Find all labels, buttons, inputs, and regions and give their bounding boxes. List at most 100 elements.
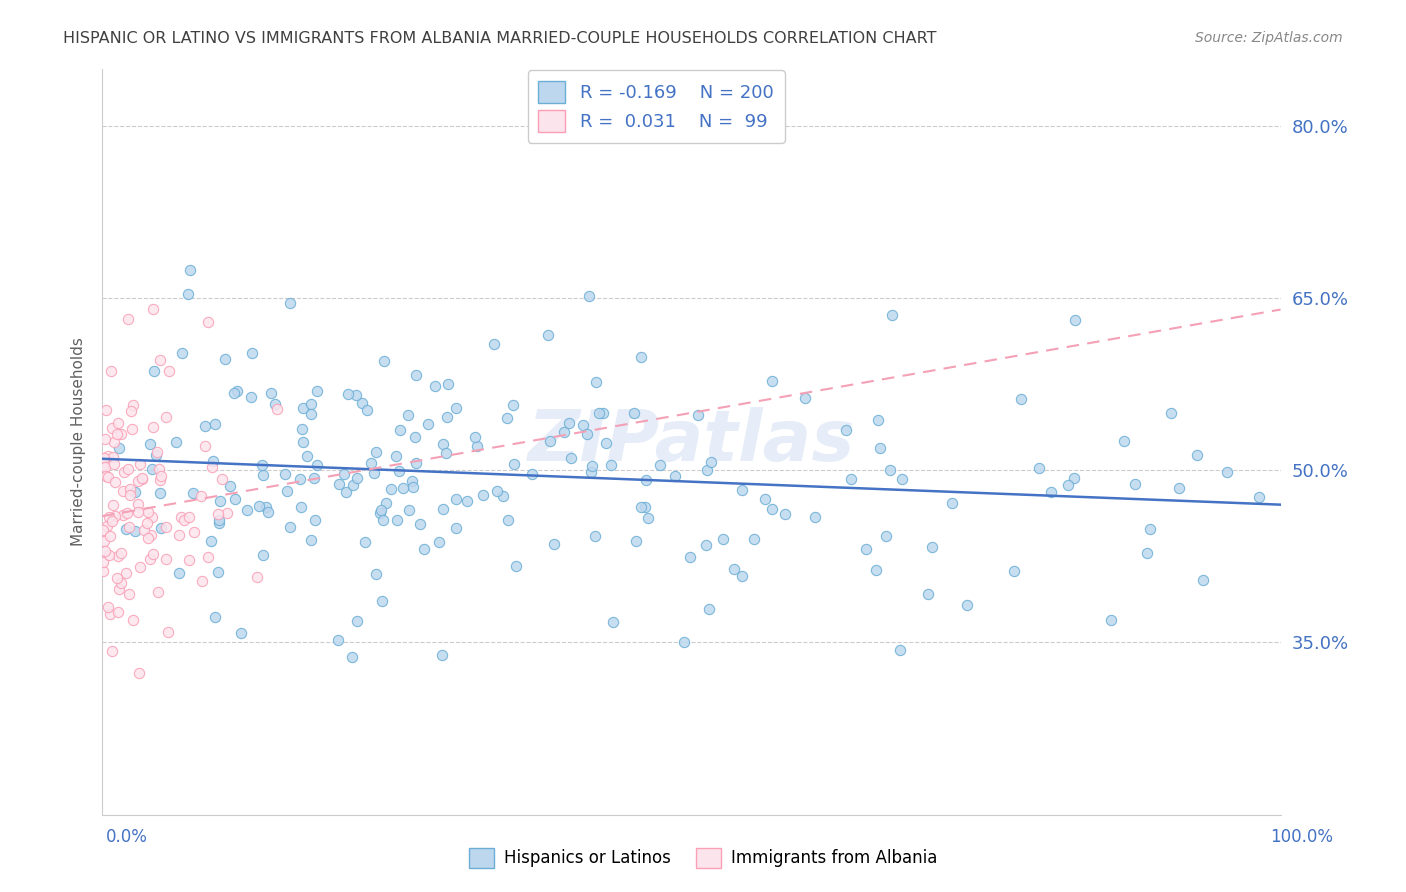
Point [131, 472, 153, 486]
Point [537, 328, 560, 343]
Point [117, 462, 139, 476]
Point [197, 315, 219, 329]
Point [105, 571, 128, 585]
Point [266, 402, 288, 417]
Point [891, 471, 914, 485]
Point [128, 559, 150, 574]
Point [432, 501, 454, 516]
Point [575, 427, 598, 442]
Point [107, 582, 129, 596]
Point [94, 469, 117, 483]
Point [93, 534, 115, 549]
Point [149, 353, 172, 368]
Point [173, 513, 195, 527]
Point [110, 576, 132, 591]
Point [602, 615, 624, 629]
Point [252, 548, 274, 562]
Point [103, 434, 125, 449]
Point [250, 458, 273, 472]
Point [1040, 485, 1063, 500]
Point [91, 564, 114, 578]
Point [247, 499, 270, 513]
Point [731, 483, 754, 497]
Point [263, 397, 285, 411]
Point [172, 346, 194, 360]
Point [252, 468, 274, 483]
Point [214, 351, 236, 366]
Point [112, 465, 135, 479]
Point [278, 295, 301, 310]
Point [231, 626, 253, 640]
Point [328, 633, 350, 648]
Point [1160, 406, 1182, 420]
Point [869, 442, 891, 456]
Point [155, 520, 177, 534]
Point [146, 584, 169, 599]
Point [664, 468, 686, 483]
Point [104, 475, 127, 489]
Point [98, 529, 121, 543]
Point [290, 500, 312, 514]
Point [1168, 481, 1191, 495]
Point [387, 513, 409, 527]
Point [121, 422, 143, 436]
Text: HISPANIC OR LATINO VS IMMIGRANTS FROM ALBANIA MARRIED-COUPLE HOUSEHOLDS CORRELAT: HISPANIC OR LATINO VS IMMIGRANTS FROM AL… [63, 31, 936, 46]
Point [333, 467, 356, 481]
Point [467, 440, 489, 454]
Point [342, 478, 364, 492]
Point [107, 605, 129, 619]
Point [105, 427, 128, 442]
Text: ZIPatlas: ZIPatlas [527, 407, 855, 476]
Point [1056, 478, 1078, 492]
Point [1028, 460, 1050, 475]
Point [731, 569, 754, 583]
Point [1135, 546, 1157, 560]
Point [170, 509, 193, 524]
Point [132, 523, 155, 537]
Point [600, 458, 623, 472]
Point [637, 511, 659, 525]
Point [360, 456, 382, 470]
Point [804, 510, 827, 524]
Point [101, 644, 124, 658]
Point [91, 555, 114, 569]
Point [583, 529, 606, 543]
Point [1010, 392, 1032, 406]
Point [366, 567, 388, 582]
Point [402, 480, 425, 494]
Point [96, 518, 118, 533]
Point [299, 407, 322, 421]
Point [839, 472, 862, 486]
Point [342, 650, 364, 665]
Point [127, 497, 149, 511]
Point [138, 437, 160, 451]
Point [101, 450, 124, 465]
Point [143, 364, 166, 378]
Point [405, 368, 427, 383]
Point [127, 474, 149, 488]
Point [208, 494, 231, 508]
Y-axis label: Married-couple Households: Married-couple Households [72, 337, 86, 546]
Point [917, 587, 939, 601]
Point [1063, 471, 1085, 485]
Point [98, 548, 121, 562]
Point [302, 471, 325, 485]
Point [290, 422, 312, 436]
Point [553, 425, 575, 439]
Point [496, 513, 519, 527]
Point [142, 547, 165, 561]
Point [396, 409, 419, 423]
Point [380, 482, 402, 496]
Point [560, 451, 582, 466]
Point [120, 403, 142, 417]
Point [299, 397, 322, 411]
Point [425, 379, 447, 393]
Point [97, 450, 120, 464]
Point [150, 468, 173, 483]
Point [207, 565, 229, 579]
Point [623, 406, 645, 420]
Point [697, 602, 720, 616]
Point [921, 541, 943, 555]
Point [107, 441, 129, 455]
Point [129, 457, 152, 471]
